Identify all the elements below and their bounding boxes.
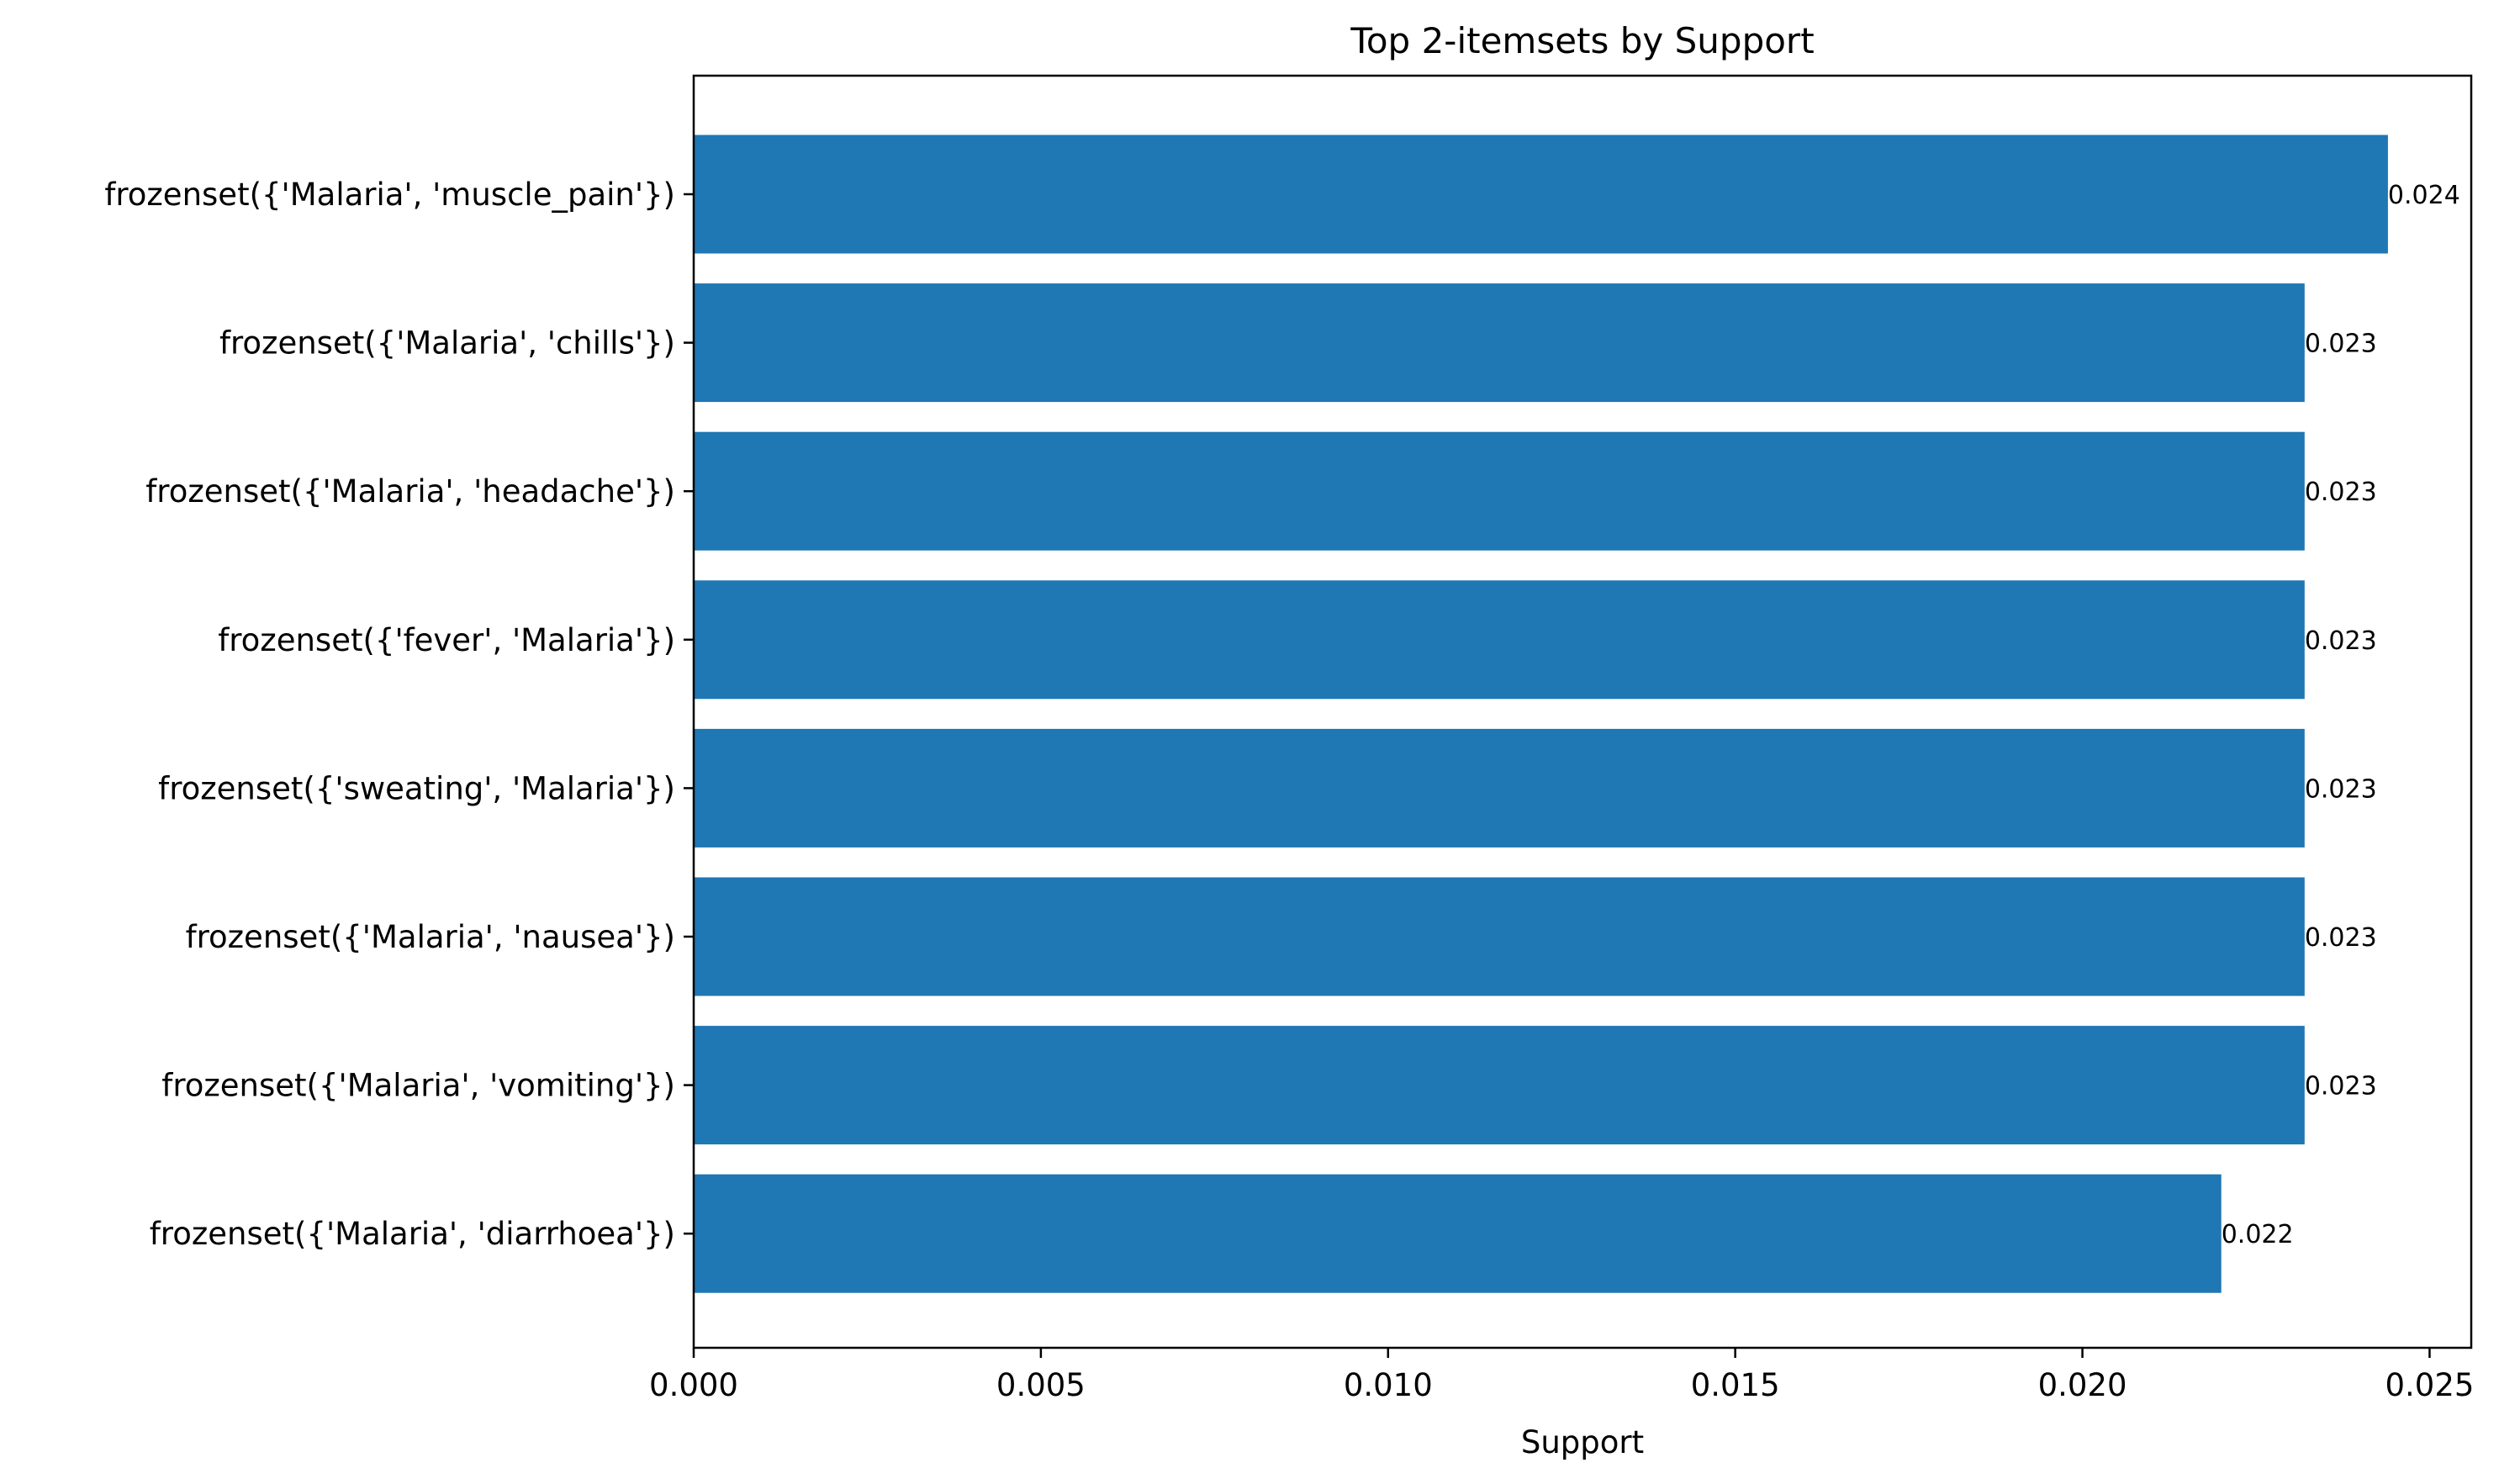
bar-value-label: 0.023 xyxy=(2305,478,2377,507)
x-tick-label: 0.015 xyxy=(1691,1367,1780,1403)
plot-frame xyxy=(692,74,2473,1349)
y-axis: frozenset({'Malaria', 'muscle_pain'})fro… xyxy=(104,177,694,1252)
bars-group xyxy=(694,135,2388,1293)
y-tick-label: frozenset({'Malaria', 'vomiting'}) xyxy=(161,1068,675,1104)
x-tick-label: 0.020 xyxy=(2038,1367,2127,1403)
y-tick-label: frozenset({'sweating', 'Malaria'}) xyxy=(158,770,675,806)
x-axis: 0.000 0.005 0.010 0.015 0.020 0.025 xyxy=(649,1348,2474,1403)
bar-value-label: 0.023 xyxy=(2305,626,2377,656)
bar xyxy=(694,1026,2305,1145)
bar-value-label: 0.023 xyxy=(2305,330,2377,359)
bar-value-label: 0.024 xyxy=(2388,181,2460,210)
x-tick-label: 0.025 xyxy=(2385,1367,2474,1403)
chart-title: Top 2-itemsets by Support xyxy=(1350,20,1814,61)
bar xyxy=(694,431,2305,551)
y-tick-label: frozenset({'Malaria', 'chills'}) xyxy=(219,325,675,362)
x-tick-label: 0.000 xyxy=(649,1367,738,1403)
bar xyxy=(694,580,2305,700)
x-axis-label: Support xyxy=(1521,1424,1644,1460)
bar xyxy=(694,283,2305,403)
bar xyxy=(694,728,2305,848)
value-labels-group: 0.024 0.023 0.023 0.023 0.023 0.023 0.023 0.022 xyxy=(2222,181,2460,1249)
bar xyxy=(694,1174,2222,1293)
y-tick-label: frozenset({'Malaria', 'headache'}) xyxy=(145,473,675,510)
y-tick-label: frozenset({'fever', 'Malaria'}) xyxy=(218,622,675,658)
bar xyxy=(694,877,2305,996)
y-tick-label: frozenset({'Malaria', 'nausea'}) xyxy=(186,919,675,955)
x-tick-label: 0.010 xyxy=(1344,1367,1433,1403)
y-tick-label: frozenset({'Malaria', 'muscle_pain'}) xyxy=(104,177,675,213)
x-tick-label: 0.005 xyxy=(996,1367,1086,1403)
bar-value-label: 0.023 xyxy=(2305,923,2377,953)
bar xyxy=(694,135,2388,254)
bar-value-label: 0.023 xyxy=(2305,1072,2377,1101)
bar-value-label: 0.022 xyxy=(2222,1220,2294,1249)
y-tick-label: frozenset({'Malaria', 'diarrhoea'}) xyxy=(150,1216,675,1252)
bar-value-label: 0.023 xyxy=(2305,774,2377,804)
